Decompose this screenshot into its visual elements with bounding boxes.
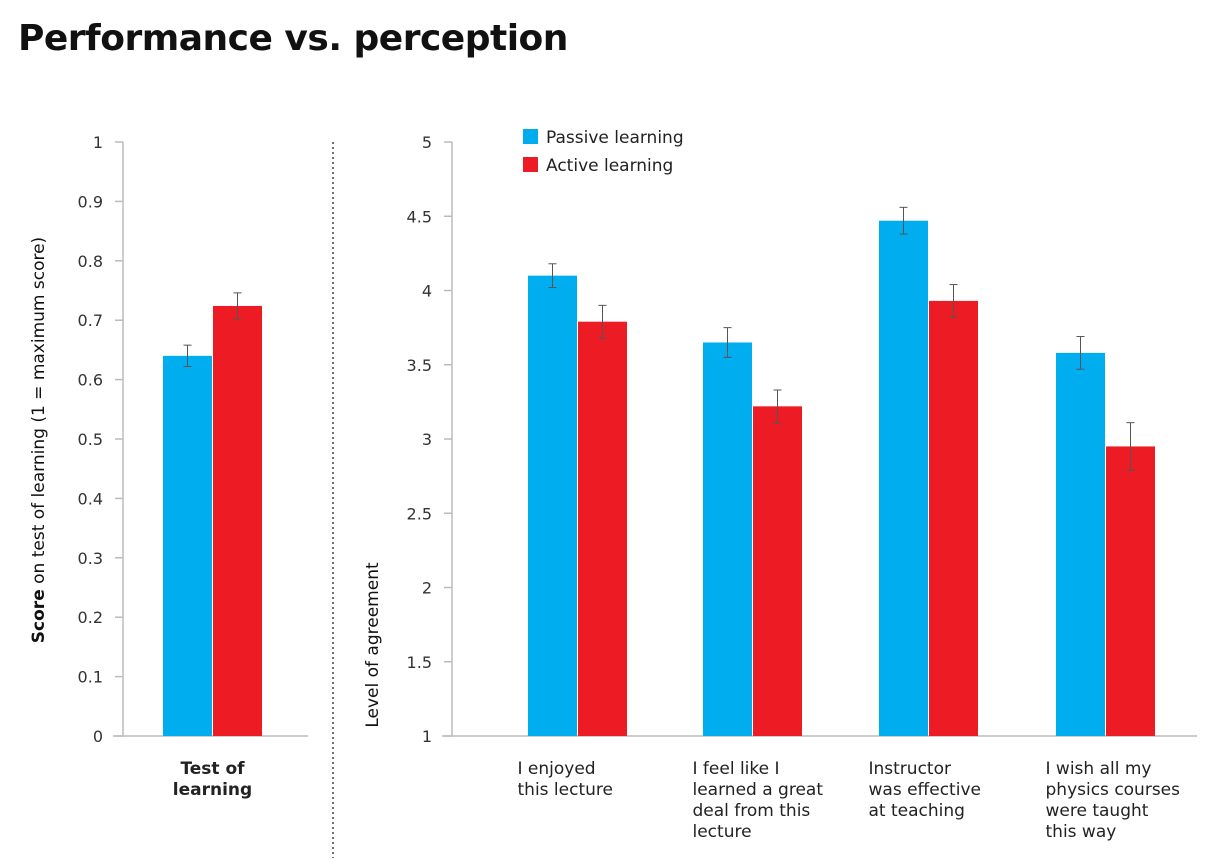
category-label-line: Instructor [869,759,951,779]
y-tick-label: 0.4 [78,489,103,508]
category-label-line: learned a great [693,780,824,800]
category-label-line: was effective [869,780,981,800]
category-label-line: I wish all my [1046,759,1152,779]
y-tick-label: 0.8 [78,252,103,271]
legend-swatch-passive [523,129,538,144]
y-tick-label: 5 [422,133,432,152]
active-bar [213,305,262,736]
y-tick-label: 3 [422,430,432,449]
category-label: I enjoyed this lecture [518,759,613,800]
active-bar [753,406,802,736]
category-label: Test of learning [173,759,252,800]
y-tick-label: 1 [93,133,103,152]
y-tick-label: 1.5 [407,653,432,672]
category-label-line: I feel like I [693,759,780,779]
category-label-line: this way [1046,822,1117,842]
y-tick-label: 0.2 [78,608,103,627]
passive-bar [703,342,752,736]
category-label-line: Test of [180,759,245,779]
y-tick-label: 0.6 [78,371,103,390]
y-axis-label-bold: Score [29,589,49,643]
passive-bar [528,275,577,736]
category-label-line: I enjoyed [518,759,596,779]
y-axis-label: Level of agreement [363,562,383,728]
y-tick-label: 0.1 [78,668,103,687]
legend-label-active: Active learning [546,156,673,176]
y-tick-label: 0.7 [78,311,103,330]
chart-title: Performance vs. perception [18,18,568,59]
y-tick-label: 2 [422,579,432,598]
active-bar [929,300,978,736]
y-tick-label: 0.9 [78,192,103,211]
category-label: I wish all my physics courses were taught t… [1046,759,1181,842]
category-label: Instructor was effective at teaching [869,759,981,821]
passive-bar [163,355,212,736]
category-label-line: learning [173,780,252,800]
passive-bar [1056,352,1105,736]
y-tick-label: 4.5 [407,207,432,226]
category-label-line: deal from this [693,801,811,821]
category-label-line: at teaching [869,801,965,821]
category-label-line: physics courses [1046,780,1181,800]
y-tick-label: 3.5 [407,356,432,375]
y-axis-label: Score on test of learning (1 = maximum s… [29,237,49,643]
legend-swatch-active [523,157,538,172]
y-tick-label: 0 [93,727,103,746]
y-tick-label: 4 [422,282,432,301]
legend-label-passive: Passive learning [546,128,684,148]
y-tick-label: 2.5 [407,504,432,523]
y-axis-label-rest: on test of learning (1 = maximum score) [29,237,49,589]
y-tick-label: 1 [422,727,432,746]
y-tick-label: 0.5 [78,430,103,449]
category-label-line: this lecture [518,780,613,800]
category-label-line: lecture [693,822,752,842]
y-tick-label: 0.3 [78,549,103,568]
active-bar [578,321,627,736]
passive-bar [879,220,928,736]
category-label-line: were taught [1046,801,1149,821]
active-bar [1106,446,1155,736]
